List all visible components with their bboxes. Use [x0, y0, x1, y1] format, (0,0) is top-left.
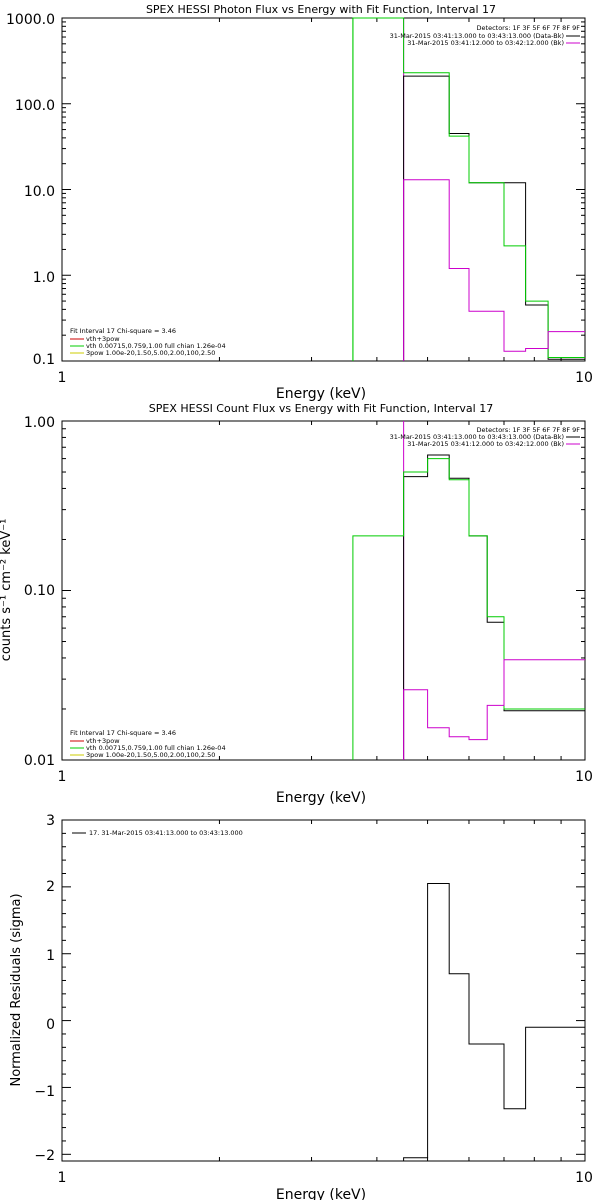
count-x-axis-label: Energy (keV): [276, 790, 366, 806]
count-series: [352, 421, 585, 760]
series-residuals-line: [403, 883, 585, 1161]
residuals-y-axis-label: Normalized Residuals (sigma): [9, 893, 24, 1086]
photon-plot-frame: [61, 17, 586, 362]
photon-time-entry-bk: 31-Mar-2015 03:41:12.000 to 03:42:12.000…: [407, 39, 564, 47]
residuals-y-tick-label: 1: [46, 948, 55, 964]
residuals-y-tick-label: −2: [34, 1148, 55, 1164]
count-time-legend: 31-Mar-2015 03:41:13.000 to 03:43:13.000…: [390, 433, 580, 448]
series-data-bk-line: [403, 454, 585, 760]
count-fit-legend-line: vth+3pow: [86, 737, 120, 745]
count-x-ticks: [61, 421, 586, 760]
photon-series: [352, 17, 585, 361]
photon-y-tick-label: 10.0: [24, 184, 55, 200]
residuals-x-tick-label: 1: [58, 1170, 67, 1186]
residuals-plot-frame: [61, 819, 586, 1162]
count-y-ticks: [62, 420, 585, 761]
photon-y-tick-label: 1000.0: [6, 12, 55, 28]
photon-chart-title: SPEX HESSI Photon Flux vs Energy with Fi…: [146, 3, 496, 16]
residuals-y-tick-label: −1: [34, 1084, 55, 1100]
residuals-x-tick-label: 10: [575, 1170, 593, 1186]
photon-flux-panel: SPEX HESSI Photon Flux vs Energy with Fi…: [6, 3, 593, 402]
count-y-axis-label: counts s⁻¹ cm⁻² keV⁻¹: [0, 519, 14, 662]
residuals-y-tick-label: 3: [46, 813, 55, 829]
residuals-legend: 17. 31-Mar-2015 03:41:13.000 to 03:43:13…: [72, 829, 243, 837]
count-fit-legend: Fit Interval 17 Chi-square = 3.46 vth+3p…: [70, 729, 226, 759]
photon-fit-legend-line: vth+3pow: [86, 335, 120, 343]
count-flux-panel: SPEX HESSI Count Flux vs Energy with Fit…: [0, 402, 593, 806]
count-chart-title: SPEX HESSI Count Flux vs Energy with Fit…: [149, 402, 493, 415]
photon-x-tick-label: 1: [58, 370, 67, 386]
photon-fit-legend-line: 3pow 1.00e-20,1.50,5.00,2.00,100,2.50: [86, 349, 215, 357]
residuals-y-ticks: [62, 819, 585, 1155]
photon-y-tick-label: 100.0: [15, 98, 55, 114]
photon-fit-legend: Fit Interval 17 Chi-square = 3.46 vth+3p…: [70, 327, 226, 357]
residuals-y-tick-label: 2: [46, 879, 55, 895]
photon-x-axis-label: Energy (keV): [276, 386, 366, 402]
count-fit-legend-line: Fit Interval 17 Chi-square = 3.46: [70, 729, 176, 737]
photon-x-ticks: [61, 18, 586, 361]
photon-y-tick-label: 0.1: [33, 352, 55, 368]
count-time-entry-data: 31-Mar-2015 03:41:13.000 to 03:43:13.000…: [390, 433, 564, 441]
residuals-x-ticks: [61, 820, 586, 1161]
photon-x-tick-label: 10: [575, 370, 593, 386]
series-bk-line: [403, 179, 585, 361]
count-x-tick-label: 10: [575, 769, 593, 785]
residuals-series: [403, 883, 585, 1161]
series-data-bk-line: [403, 75, 585, 361]
count-fit-legend-line: 3pow 1.00e-20,1.50,5.00,2.00,100,2.50: [86, 751, 215, 759]
photon-y-ticks: [62, 17, 585, 362]
count-fit-legend-line: vth 0.00715,0.759,1.00 full chian 1.26e-…: [86, 744, 226, 752]
photon-fit-legend-line: vth 0.00715,0.759,1.00 full chian 1.26e-…: [86, 342, 226, 350]
photon-detectors-label: Detectors: 1F 3F 5F 6F 7F 8F 9F: [477, 24, 581, 32]
count-time-entry-bk: 31-Mar-2015 03:41:12.000 to 03:42:12.000…: [407, 440, 564, 448]
series-bk-line: [403, 659, 585, 760]
photon-time-entry-data: 31-Mar-2015 03:41:13.000 to 03:43:13.000…: [390, 32, 564, 40]
residuals-panel: −2 −1 0 1 2 3 1 10 Energy (keV) Normaliz…: [9, 813, 593, 1200]
count-y-tick-label: 0.10: [24, 583, 55, 599]
series-fit-line: [352, 17, 585, 361]
count-y-tick-label: 1.00: [24, 415, 55, 431]
residuals-x-axis-label: Energy (keV): [276, 1187, 366, 1200]
count-y-tick-label: 0.01: [24, 753, 55, 769]
series-fit-line: [352, 458, 585, 760]
residuals-legend-line: 17. 31-Mar-2015 03:41:13.000 to 03:43:13…: [89, 829, 243, 837]
photon-fit-legend-line: Fit Interval 17 Chi-square = 3.46: [70, 327, 176, 335]
count-detectors-label: Detectors: 1F 3F 5F 6F 7F 8F 9F: [477, 426, 581, 434]
count-x-tick-label: 1: [58, 769, 67, 785]
photon-y-tick-label: 1.0: [33, 270, 55, 286]
photon-time-legend: 31-Mar-2015 03:41:13.000 to 03:43:13.000…: [390, 32, 580, 47]
residuals-y-tick-label: 0: [46, 1017, 55, 1033]
